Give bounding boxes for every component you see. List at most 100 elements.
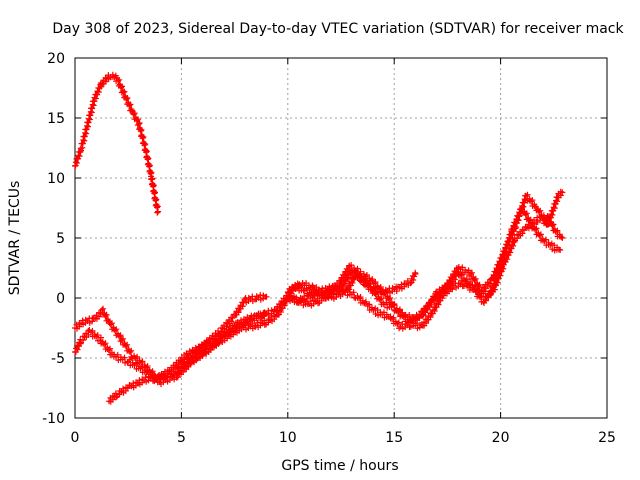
data-point bbox=[79, 140, 86, 147]
data-point bbox=[363, 271, 370, 278]
data-point bbox=[557, 247, 564, 253]
data-point bbox=[523, 210, 530, 217]
data-point bbox=[487, 280, 494, 287]
data-point bbox=[478, 292, 485, 299]
data-point bbox=[115, 77, 122, 84]
data-point bbox=[536, 208, 543, 215]
data-point bbox=[465, 267, 472, 274]
data-point bbox=[144, 363, 151, 370]
data-point bbox=[99, 306, 105, 313]
data-point bbox=[395, 319, 402, 326]
series-track-e bbox=[174, 203, 564, 372]
data-point bbox=[133, 117, 140, 124]
data-point bbox=[118, 337, 125, 343]
data-point bbox=[391, 301, 398, 307]
data-point bbox=[118, 84, 125, 91]
data-point bbox=[107, 321, 114, 328]
data-point bbox=[83, 126, 90, 133]
data-point bbox=[138, 127, 145, 134]
data-point bbox=[113, 394, 120, 401]
data-point bbox=[152, 189, 159, 196]
data-point bbox=[545, 216, 552, 222]
data-point bbox=[390, 314, 397, 321]
data-point bbox=[549, 222, 556, 229]
data-point bbox=[87, 112, 94, 119]
data-point bbox=[559, 189, 566, 196]
data-point bbox=[124, 95, 131, 102]
data-point bbox=[546, 214, 553, 221]
data-point bbox=[121, 88, 128, 95]
data-point bbox=[475, 291, 482, 298]
data-point bbox=[377, 296, 384, 303]
x-tick-label: 20 bbox=[492, 430, 510, 446]
data-point bbox=[348, 262, 355, 269]
data-point bbox=[536, 232, 543, 239]
data-point bbox=[109, 320, 116, 327]
data-point bbox=[127, 101, 134, 108]
x-tick-label: 0 bbox=[71, 430, 80, 446]
data-point bbox=[123, 96, 130, 103]
data-point bbox=[377, 284, 384, 290]
data-point bbox=[406, 311, 413, 318]
data-point bbox=[85, 119, 92, 126]
data-point bbox=[143, 149, 150, 156]
data-point bbox=[126, 102, 133, 109]
data-point bbox=[372, 291, 379, 298]
data-point bbox=[97, 334, 104, 341]
data-point bbox=[336, 283, 343, 290]
data-point bbox=[524, 191, 531, 198]
data-point bbox=[366, 301, 373, 308]
y-axis-label: SDTVAR / TECUs bbox=[7, 181, 23, 296]
data-point bbox=[103, 311, 110, 318]
data-point bbox=[134, 353, 141, 360]
data-point bbox=[116, 76, 123, 83]
data-point bbox=[113, 326, 120, 333]
y-tick-label: 5 bbox=[56, 231, 65, 247]
data-point bbox=[412, 271, 419, 277]
data-point bbox=[154, 203, 161, 210]
data-point bbox=[387, 295, 394, 301]
data-point bbox=[107, 345, 114, 352]
data-point bbox=[134, 116, 141, 123]
chart-title: Day 308 of 2023, Sidereal Day-to-day VTE… bbox=[52, 21, 624, 37]
data-point bbox=[449, 286, 456, 293]
data-point bbox=[89, 327, 96, 334]
data-point bbox=[466, 281, 473, 288]
data-point bbox=[143, 148, 150, 155]
data-point bbox=[100, 305, 107, 312]
data-point bbox=[140, 134, 147, 141]
data-point bbox=[472, 275, 479, 282]
data-point bbox=[537, 207, 544, 214]
y-tick-label: 15 bbox=[47, 111, 65, 127]
data-point bbox=[120, 335, 127, 342]
data-point bbox=[131, 110, 138, 117]
data-point bbox=[241, 296, 248, 303]
y-tick-label: 20 bbox=[47, 51, 65, 67]
data-points bbox=[72, 71, 566, 405]
x-tick-label: 5 bbox=[177, 430, 186, 446]
data-point bbox=[343, 287, 350, 294]
data-point bbox=[407, 280, 414, 287]
data-point bbox=[350, 289, 357, 296]
grid-lines bbox=[75, 58, 607, 418]
data-point bbox=[554, 227, 561, 234]
data-point bbox=[144, 156, 151, 163]
data-point bbox=[117, 332, 124, 339]
data-point bbox=[146, 162, 153, 169]
data-point bbox=[471, 277, 478, 283]
data-point bbox=[136, 120, 143, 127]
data-point bbox=[94, 332, 101, 339]
data-point bbox=[521, 227, 528, 234]
data-point bbox=[148, 369, 155, 376]
data-point bbox=[152, 197, 159, 204]
data-point bbox=[139, 135, 146, 142]
series-track-a bbox=[72, 71, 161, 216]
data-point bbox=[116, 333, 123, 340]
data-point bbox=[135, 121, 142, 127]
data-point bbox=[102, 313, 109, 319]
data-point bbox=[102, 340, 109, 347]
data-point bbox=[119, 83, 126, 90]
x-axis-label: GPS time / hours bbox=[281, 458, 398, 474]
x-tick-label: 25 bbox=[598, 430, 616, 446]
